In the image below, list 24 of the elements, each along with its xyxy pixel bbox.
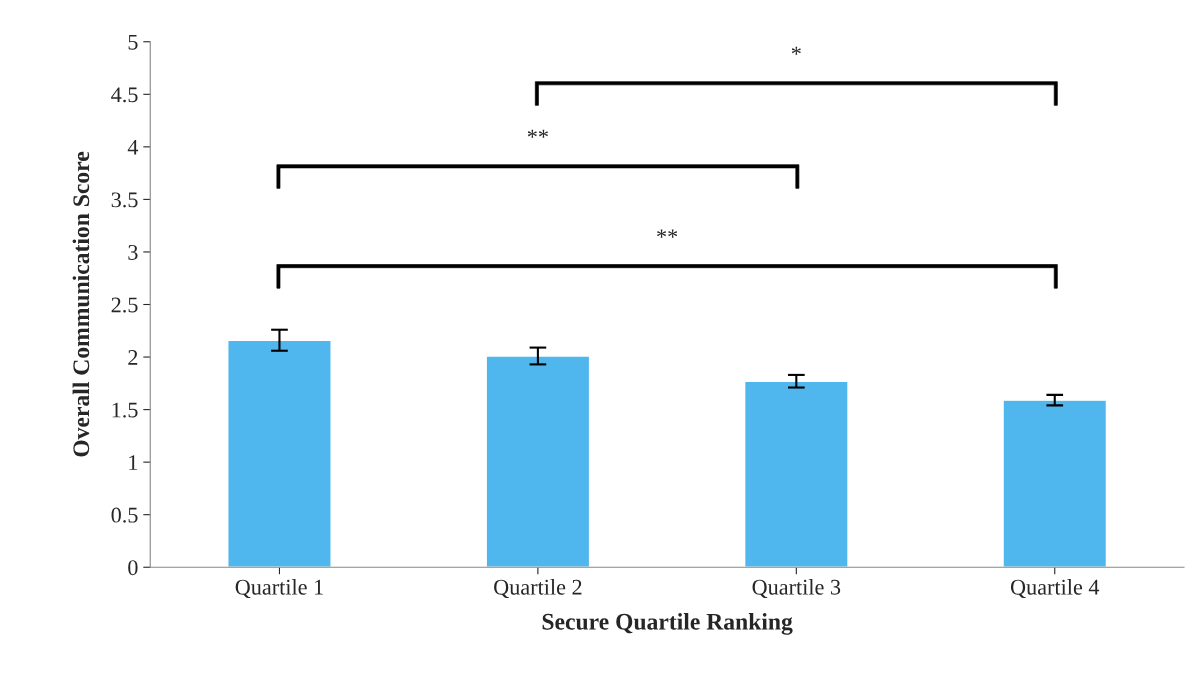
bar [1002, 399, 1108, 568]
bar [227, 339, 332, 568]
annotation: ** [527, 129, 548, 138]
y-tick-label: 2.5 [111, 297, 138, 313]
y-tick-label: 0.5 [111, 507, 138, 523]
y-tick-label: 1 [129, 455, 138, 470]
annotation: * [791, 46, 801, 55]
y-tick-label: 1.5 [112, 402, 138, 418]
x-tick-label: Quartile 2 [494, 579, 582, 599]
annotation: ** [657, 229, 678, 238]
bar [743, 380, 849, 568]
x-tick-label: Quartile 3 [752, 579, 841, 599]
y-axis-title: Overall Communication Score [72, 151, 90, 457]
x-axis-title: Secure Quartile Ranking [542, 613, 793, 635]
y-tick-label: 4.5 [111, 87, 138, 103]
x-tick-label: Quartile 4 [1010, 579, 1100, 599]
y-tick-label: 3.5 [111, 192, 138, 208]
bar [485, 355, 591, 568]
y-tick-label: 5 [128, 34, 138, 50]
y-tick-label: 2 [128, 350, 138, 365]
y-tick-label: 0 [128, 560, 138, 576]
y-tick-label: 4 [127, 139, 139, 155]
y-tick-label: 3 [128, 244, 138, 260]
x-tick-label: Quartile 1 [235, 579, 323, 599]
